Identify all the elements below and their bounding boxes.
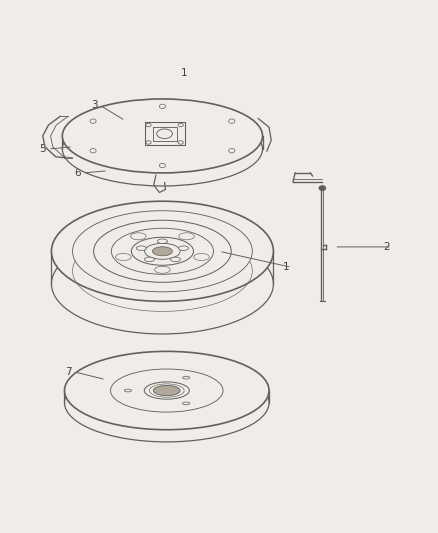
Ellipse shape bbox=[131, 237, 194, 265]
Ellipse shape bbox=[170, 257, 180, 262]
Ellipse shape bbox=[229, 149, 235, 153]
Ellipse shape bbox=[178, 123, 184, 127]
Ellipse shape bbox=[145, 257, 154, 262]
Text: 5: 5 bbox=[39, 144, 46, 154]
Ellipse shape bbox=[183, 402, 190, 405]
Text: 1: 1 bbox=[181, 68, 187, 78]
Ellipse shape bbox=[62, 112, 262, 186]
Ellipse shape bbox=[183, 376, 190, 379]
Ellipse shape bbox=[146, 123, 151, 127]
Ellipse shape bbox=[229, 119, 235, 123]
Ellipse shape bbox=[124, 389, 131, 392]
Ellipse shape bbox=[94, 220, 231, 282]
Text: 3: 3 bbox=[92, 100, 98, 110]
Ellipse shape bbox=[145, 243, 180, 259]
Text: 6: 6 bbox=[74, 168, 81, 178]
Ellipse shape bbox=[157, 239, 167, 244]
Ellipse shape bbox=[159, 163, 166, 168]
Ellipse shape bbox=[116, 254, 131, 261]
Ellipse shape bbox=[51, 234, 273, 334]
Ellipse shape bbox=[157, 129, 173, 139]
Ellipse shape bbox=[179, 246, 188, 251]
Ellipse shape bbox=[90, 149, 96, 153]
Ellipse shape bbox=[110, 369, 223, 412]
Ellipse shape bbox=[62, 99, 262, 173]
Ellipse shape bbox=[319, 185, 326, 191]
Ellipse shape bbox=[51, 201, 273, 301]
Ellipse shape bbox=[64, 364, 269, 442]
Ellipse shape bbox=[64, 351, 269, 430]
Ellipse shape bbox=[155, 266, 170, 273]
Ellipse shape bbox=[73, 211, 252, 292]
Text: 1: 1 bbox=[283, 262, 290, 272]
Ellipse shape bbox=[144, 382, 189, 399]
Ellipse shape bbox=[159, 104, 166, 109]
Ellipse shape bbox=[90, 119, 96, 123]
Ellipse shape bbox=[111, 228, 213, 274]
Text: 2: 2 bbox=[383, 242, 390, 252]
Ellipse shape bbox=[178, 141, 184, 144]
Ellipse shape bbox=[153, 385, 180, 395]
Text: 7: 7 bbox=[66, 367, 72, 377]
Ellipse shape bbox=[152, 247, 173, 256]
Ellipse shape bbox=[194, 254, 209, 261]
Ellipse shape bbox=[146, 141, 151, 144]
Ellipse shape bbox=[179, 233, 194, 240]
Ellipse shape bbox=[136, 246, 146, 251]
Ellipse shape bbox=[131, 233, 146, 240]
